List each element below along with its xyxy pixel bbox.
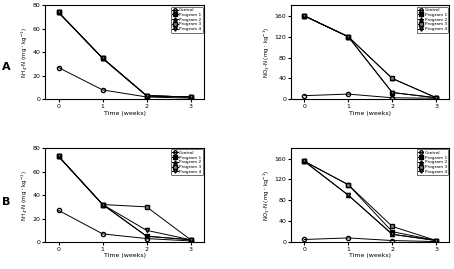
X-axis label: Time (weeks): Time (weeks) (104, 111, 146, 116)
X-axis label: Time (weeks): Time (weeks) (349, 111, 391, 116)
X-axis label: Time (weeks): Time (weeks) (104, 253, 146, 258)
Text: A: A (2, 62, 11, 72)
Text: B: B (2, 197, 10, 207)
Legend: Control, Program 1, Program 2, Program 3, Program 4: Control, Program 1, Program 2, Program 3… (416, 7, 448, 33)
Legend: Control, Program 1, Program 2, Program 3, Program 4: Control, Program 1, Program 2, Program 3… (171, 150, 202, 175)
Legend: Control, Program 1, Program 2, Program 3, Program 4: Control, Program 1, Program 2, Program 3… (171, 7, 202, 33)
X-axis label: Time (weeks): Time (weeks) (349, 253, 391, 258)
Y-axis label: NH$_4$-N (mg $\cdot$ kg$^{-1}$): NH$_4$-N (mg $\cdot$ kg$^{-1}$) (20, 27, 30, 78)
Legend: Control, Program 1, Program 2, Program 3, Program 4: Control, Program 1, Program 2, Program 3… (416, 150, 448, 175)
Y-axis label: NO$_3$-N (mg $\cdot$ kg$^{-1}$): NO$_3$-N (mg $\cdot$ kg$^{-1}$) (262, 169, 271, 221)
Y-axis label: NH$_4$-N (mg $\cdot$ kg$^{-1}$): NH$_4$-N (mg $\cdot$ kg$^{-1}$) (20, 170, 30, 221)
Y-axis label: NO$_3$-N (mg $\cdot$ kg$^{-1}$): NO$_3$-N (mg $\cdot$ kg$^{-1}$) (262, 27, 271, 78)
